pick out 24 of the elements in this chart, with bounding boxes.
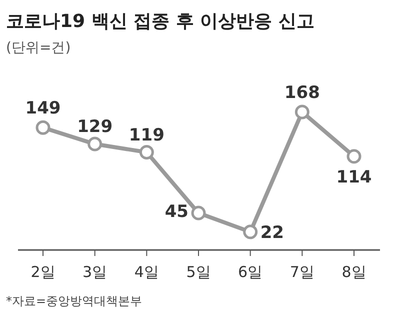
data-label: 129	[77, 117, 113, 138]
x-tick-label: 4일	[134, 263, 159, 281]
point	[88, 136, 102, 152]
x-tick-label: 6일	[238, 263, 263, 281]
data-label: 114	[336, 167, 372, 188]
data-label: 22	[260, 222, 284, 243]
x-tick-label: 3일	[82, 263, 108, 281]
x-tick-label: 5일	[186, 263, 211, 281]
point	[294, 104, 310, 120]
x-tick-label: 8일	[342, 263, 366, 281]
chart-subtitle: (단위=건)	[6, 40, 71, 56]
x-tick-label: 7일	[290, 263, 314, 281]
point	[191, 206, 206, 220]
text: *자료=중앙방역대책본부	[6, 294, 142, 308]
point	[139, 145, 154, 160]
point	[243, 224, 258, 240]
point	[346, 149, 362, 164]
data-label: 168	[284, 83, 320, 103]
x-tick-label: 2일	[30, 263, 56, 281]
data-label: 119	[128, 125, 164, 146]
data-label: 45	[164, 202, 188, 222]
data-label: 149	[25, 98, 61, 119]
point	[36, 120, 50, 135]
chart-title: 코로나19 백신 접종 후 이상반응 신고	[6, 11, 314, 32]
